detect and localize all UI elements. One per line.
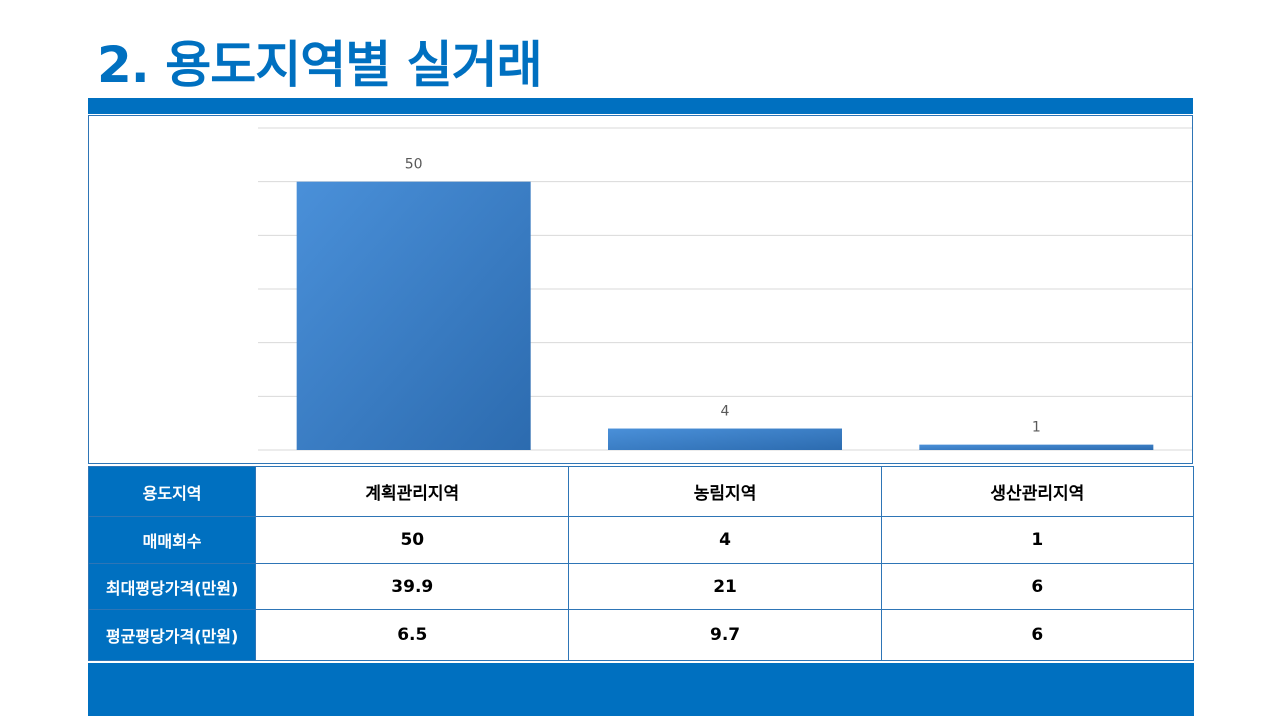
data-table: 용도지역 계획관리지역 농림지역 생산관리지역 매매회수 50 4 1 최대평당… bbox=[87, 466, 1195, 661]
table-cell: 9.7 bbox=[568, 609, 882, 661]
table-row: 매매회수 50 4 1 bbox=[87, 516, 1195, 564]
row-header-avg-price: 평균평당가격(만원) bbox=[87, 609, 257, 661]
table-cell: 농림지역 bbox=[568, 466, 882, 517]
table-row: 평균평당가격(만원) 6.5 9.7 6 bbox=[87, 609, 1195, 661]
table-cell: 6 bbox=[880, 609, 1195, 661]
data-label-3: 1 bbox=[1032, 420, 1041, 436]
row-header-trade-count: 매매회수 bbox=[87, 516, 257, 564]
table-cell: 4 bbox=[568, 516, 882, 564]
bar-1 bbox=[296, 181, 531, 450]
data-label-2: 4 bbox=[721, 404, 730, 420]
page-title: 2. 용도지역별 실거래 bbox=[97, 36, 543, 94]
table-row: 최대평당가격(만원) 39.9 21 6 bbox=[87, 563, 1195, 610]
bar-2 bbox=[608, 428, 842, 450]
table-cell: 계획관리지역 bbox=[255, 466, 570, 517]
bar-3 bbox=[919, 444, 1154, 450]
table-cell: 6.5 bbox=[255, 609, 570, 661]
table-cell: 21 bbox=[568, 563, 882, 610]
row-header-zoning: 용도지역 bbox=[87, 466, 257, 517]
footer-bar bbox=[88, 663, 1194, 716]
table-cell: 생산관리지역 bbox=[880, 466, 1195, 517]
row-header-max-price: 최대평당가격(만원) bbox=[87, 563, 257, 610]
table-cell: 1 bbox=[880, 516, 1195, 564]
table-row: 용도지역 계획관리지역 농림지역 생산관리지역 bbox=[87, 466, 1195, 517]
table-cell: 39.9 bbox=[255, 563, 570, 610]
bar-chart: 50 4 1 bbox=[258, 127, 1192, 451]
data-label-1: 50 bbox=[405, 157, 423, 173]
title-underline-bar bbox=[88, 98, 1193, 114]
table-cell: 6 bbox=[880, 563, 1195, 610]
table-cell: 50 bbox=[255, 516, 570, 564]
chart-frame: 50 4 1 bbox=[88, 115, 1193, 464]
